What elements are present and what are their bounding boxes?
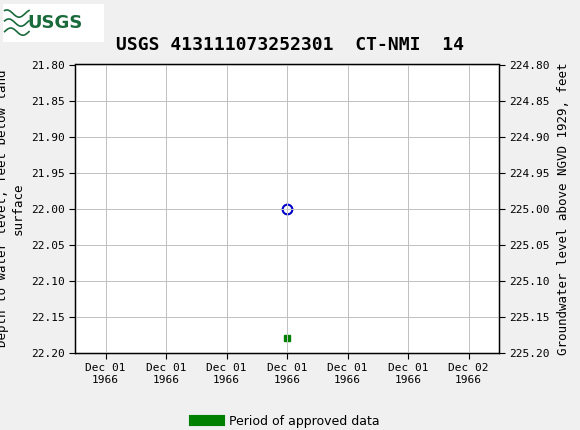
Y-axis label: Groundwater level above NGVD 1929, feet: Groundwater level above NGVD 1929, feet xyxy=(557,62,570,355)
Legend: Period of approved data: Period of approved data xyxy=(189,410,385,430)
Bar xyxy=(3,3,104,42)
Text: USGS: USGS xyxy=(27,14,83,31)
Y-axis label: Depth to water level, feet below land
surface: Depth to water level, feet below land su… xyxy=(0,70,24,347)
Text: USGS 413111073252301  CT-NMI  14: USGS 413111073252301 CT-NMI 14 xyxy=(116,36,464,54)
